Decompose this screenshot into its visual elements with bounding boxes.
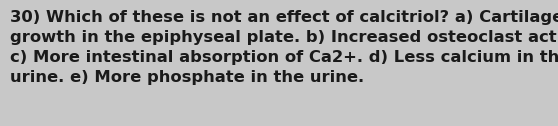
Text: 30) Which of these is not an effect of calcitriol? a) Cartilage
growth in the ep: 30) Which of these is not an effect of c… [10,10,558,85]
